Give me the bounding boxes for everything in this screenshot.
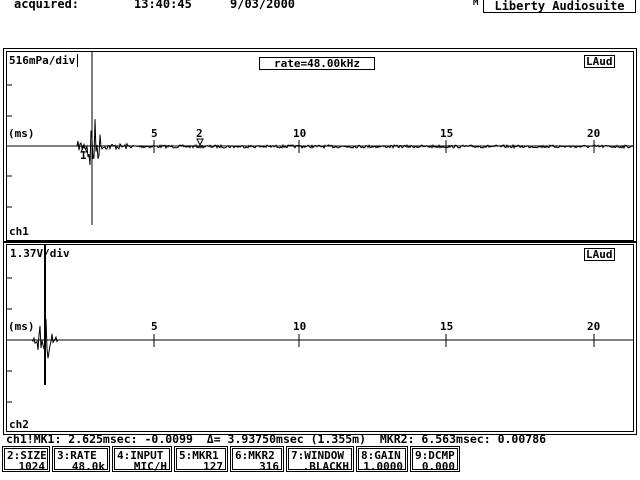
mkr1-key-value: 127 xyxy=(203,460,223,473)
marker-2-label[interactable]: 2 xyxy=(196,127,203,140)
window-key-value: .BLACKH xyxy=(302,460,349,473)
ch1-logo: LAud xyxy=(584,55,615,68)
ch2-time-unit: (ms) xyxy=(8,320,35,333)
panel-frame-ch1 xyxy=(6,51,634,241)
ch1-tick-15: 15 xyxy=(440,127,454,140)
window-key[interactable]: 7:WINDOW .BLACKH xyxy=(286,446,354,472)
ch1-time-unit: (ms) xyxy=(8,127,35,140)
rate-key-value: 48.0k xyxy=(71,460,105,473)
rate-key-label: 3:RATE xyxy=(57,449,97,462)
ch2-channel-label: ch2 xyxy=(9,418,29,431)
ch2-tick-15: 15 xyxy=(440,320,454,333)
acquired-date: 9/03/2000 xyxy=(230,0,296,11)
acquired-time: 13:40:45 xyxy=(134,0,192,11)
ch1-tick-10: 10 xyxy=(293,127,307,140)
mkr2-key[interactable]: 6:MKR2 316 xyxy=(230,446,284,472)
rate-key[interactable]: 3:RATE 48.0k xyxy=(52,446,110,472)
mkr2-key-value: 316 xyxy=(259,460,279,473)
mkr2-key-label: 6:MKR2 xyxy=(235,449,275,462)
mkr1-key-label: 5:MKR1 xyxy=(179,449,219,462)
input-key-label: 4:INPUT xyxy=(117,449,164,462)
ch2-waveform xyxy=(7,319,633,359)
gain-key[interactable]: 8:GAIN 1.0000 xyxy=(356,446,408,472)
gain-key-label: 8:GAIN xyxy=(361,449,401,462)
marker-status-line: ch1!MK1: 2.625msec: -0.0099 Δ= 3.93750ms… xyxy=(6,432,547,446)
marker-1-label[interactable]: 1 xyxy=(80,149,87,162)
ch2-tick-20: 20 xyxy=(587,320,601,333)
outer-frame xyxy=(3,48,637,435)
size-key-value: 1024 xyxy=(18,460,46,473)
ch2-tick-5: 5 xyxy=(151,320,158,333)
ch1-scale-label: 516mPa/div xyxy=(9,54,79,67)
marker-1-icon xyxy=(80,144,88,153)
dcmp-key[interactable]: 9:DCMP 0.000 xyxy=(410,446,460,472)
ch1-waveform xyxy=(7,119,634,166)
acquired-label: acquired: xyxy=(14,0,80,11)
ch2-scale-label: 1.37V/div xyxy=(10,247,70,260)
input-key-value: MIC/H xyxy=(133,460,167,473)
input-key[interactable]: 4:INPUT MIC/H xyxy=(112,446,172,472)
ch1-channel-label: ch1 xyxy=(9,225,29,238)
panel-frame-ch2 xyxy=(6,244,634,432)
ch2-tick-10: 10 xyxy=(293,320,307,333)
dcmp-key-value: 0.000 xyxy=(421,460,455,473)
ch1-tick-5: 5 xyxy=(151,127,158,140)
window-key-label: 7:WINDOW xyxy=(291,449,344,462)
ch2-logo: LAud xyxy=(584,248,615,261)
size-key-label: 2:SIZE xyxy=(7,449,47,462)
mkr1-key[interactable]: 5:MKR1 127 xyxy=(174,446,228,472)
marker-2-icon xyxy=(196,138,204,147)
mode-indicator: M xyxy=(473,0,479,8)
gain-key-value: 1.0000 xyxy=(363,460,403,473)
dcmp-key-label: 9:DCMP xyxy=(415,449,455,462)
app-title: Liberty Audiosuite xyxy=(483,0,636,13)
sample-rate-label: rate=48.00kHz xyxy=(259,57,375,70)
ch1-tick-20: 20 xyxy=(587,127,601,140)
size-key[interactable]: 2:SIZE 1024 xyxy=(2,446,50,472)
